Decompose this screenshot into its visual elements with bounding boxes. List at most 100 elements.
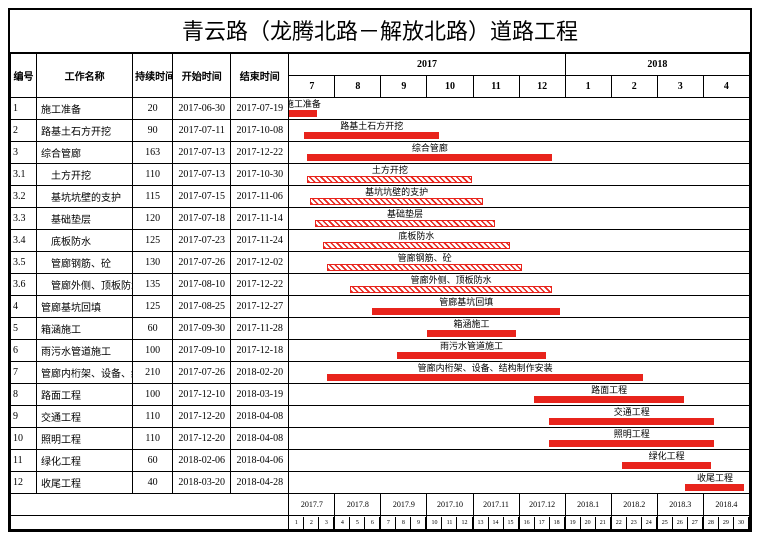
gantt-bar — [315, 220, 495, 227]
bar-label: 照明工程 — [614, 429, 650, 439]
table-row: 8路面工程1002017-12-102018-03-19路面工程 — [11, 384, 750, 406]
cell-name: 路基土石方开挖 — [37, 120, 133, 142]
bottom-split-spacer — [11, 516, 289, 530]
cell-id: 6 — [11, 340, 37, 362]
bottom-month: 2017.9 — [381, 494, 427, 516]
cell-end: 2017-12-22 — [231, 142, 289, 164]
cell-end: 2017-12-22 — [231, 274, 289, 296]
gantt-cell: 箱涵施工 — [289, 318, 750, 340]
cell-name: 收尾工程 — [37, 472, 133, 494]
gantt-bar — [549, 418, 714, 425]
cell-name: 管廊内桁架、设备、结构制作安装 — [37, 362, 133, 384]
gantt-bar — [307, 154, 552, 161]
cell-name: 箱涵施工 — [37, 318, 133, 340]
bar-label: 土方开挖 — [372, 165, 408, 175]
cell-id: 3.5 — [11, 252, 37, 274]
cell-end: 2018-04-08 — [231, 428, 289, 450]
cell-dur: 120 — [133, 208, 173, 230]
gantt-cell: 照明工程 — [289, 428, 750, 450]
table-row: 3.2基坑坑壁的支护1152017-07-152017-11-06基坑坑壁的支护 — [11, 186, 750, 208]
cell-dur: 210 — [133, 362, 173, 384]
month-header: 11 — [473, 76, 519, 98]
bar-label: 绿化工程 — [649, 451, 685, 461]
cell-id: 3.6 — [11, 274, 37, 296]
cell-start: 2017-07-23 — [173, 230, 231, 252]
cell-name: 管廊外侧、顶板防水 — [37, 274, 133, 296]
gantt-bar — [307, 176, 472, 183]
gantt-bar — [622, 462, 711, 469]
cell-end: 2017-12-18 — [231, 340, 289, 362]
bottom-month: 2018.1 — [565, 494, 611, 516]
cell-name: 施工准备 — [37, 98, 133, 120]
table-row: 11绿化工程602018-02-062018-04-06绿化工程 — [11, 450, 750, 472]
cell-dur: 125 — [133, 230, 173, 252]
bar-label: 管廊内桁架、设备、结构制作安装 — [418, 363, 553, 373]
gantt-bar — [327, 264, 522, 271]
bar-label: 基坑坑壁的支护 — [365, 187, 428, 197]
month-header: 10 — [427, 76, 473, 98]
bottom-month: 2017.10 — [427, 494, 473, 516]
gantt-bar — [427, 330, 516, 337]
month-header: 12 — [519, 76, 565, 98]
bar-label: 管廊基坑回填 — [439, 297, 493, 307]
bottom-spacer — [11, 494, 289, 516]
gantt-cell: 管廊外侧、顶板防水 — [289, 274, 750, 296]
gantt-table: 编号 工作名称 持续时间 开始时间 结束时间 2017 2018 7891011… — [10, 53, 750, 530]
cell-id: 3.4 — [11, 230, 37, 252]
cell-start: 2017-08-25 — [173, 296, 231, 318]
cell-start: 2017-12-10 — [173, 384, 231, 406]
cell-id: 2 — [11, 120, 37, 142]
page-title: 青云路（龙腾北路－解放北路）道路工程 — [10, 10, 750, 53]
cell-end: 2017-10-30 — [231, 164, 289, 186]
gantt-cell: 基础垫层 — [289, 208, 750, 230]
table-row: 7管廊内桁架、设备、结构制作安装2102017-07-262018-02-20管… — [11, 362, 750, 384]
cell-start: 2017-09-10 — [173, 340, 231, 362]
cell-start: 2017-07-26 — [173, 252, 231, 274]
cell-name: 底板防水 — [37, 230, 133, 252]
gantt-cell: 收尾工程 — [289, 472, 750, 494]
table-row: 10照明工程1102017-12-202018-04-08照明工程 — [11, 428, 750, 450]
cell-end: 2017-12-27 — [231, 296, 289, 318]
cell-end: 2018-02-20 — [231, 362, 289, 384]
gantt-bar — [534, 396, 684, 403]
cell-name: 交通工程 — [37, 406, 133, 428]
bottom-split: 222324 — [611, 516, 657, 530]
cell-name: 绿化工程 — [37, 450, 133, 472]
cell-dur: 20 — [133, 98, 173, 120]
cell-start: 2017-06-30 — [173, 98, 231, 120]
gantt-cell: 底板防水 — [289, 230, 750, 252]
cell-start: 2017-12-20 — [173, 428, 231, 450]
cell-start: 2017-08-10 — [173, 274, 231, 296]
cell-dur: 110 — [133, 164, 173, 186]
gantt-bar — [310, 198, 482, 205]
gantt-bar — [350, 286, 553, 293]
cell-dur: 163 — [133, 142, 173, 164]
month-header: 8 — [335, 76, 381, 98]
cell-start: 2017-12-20 — [173, 406, 231, 428]
gantt-cell: 路面工程 — [289, 384, 750, 406]
cell-end: 2017-11-28 — [231, 318, 289, 340]
bar-label: 综合管廊 — [412, 143, 448, 153]
bar-label: 箱涵施工 — [454, 319, 490, 329]
col-name: 工作名称 — [37, 54, 133, 98]
bottom-split: 789 — [381, 516, 427, 530]
gantt-container: 青云路（龙腾北路－解放北路）道路工程 编号 工作名称 持续时间 开始时间 结束时… — [8, 8, 752, 532]
cell-dur: 60 — [133, 318, 173, 340]
bar-label: 管廊外侧、顶板防水 — [411, 275, 492, 285]
month-header: 9 — [381, 76, 427, 98]
cell-dur: 100 — [133, 340, 173, 362]
cell-dur: 90 — [133, 120, 173, 142]
bar-label: 收尾工程 — [697, 473, 733, 483]
cell-end: 2017-11-24 — [231, 230, 289, 252]
table-row: 12收尾工程402018-03-202018-04-28收尾工程 — [11, 472, 750, 494]
cell-name: 综合管廊 — [37, 142, 133, 164]
bottom-month: 2017.8 — [335, 494, 381, 516]
bar-label: 路基土石方开挖 — [340, 121, 403, 131]
gantt-bar — [549, 440, 714, 447]
cell-end: 2017-10-08 — [231, 120, 289, 142]
table-row: 1施工准备202017-06-302017-07-19施工准备 — [11, 98, 750, 120]
bottom-month: 2018.2 — [611, 494, 657, 516]
gantt-cell: 基坑坑壁的支护 — [289, 186, 750, 208]
table-row: 4管廊基坑回填1252017-08-252017-12-27管廊基坑回填 — [11, 296, 750, 318]
bar-label: 管廊钢筋、砼 — [398, 253, 452, 263]
